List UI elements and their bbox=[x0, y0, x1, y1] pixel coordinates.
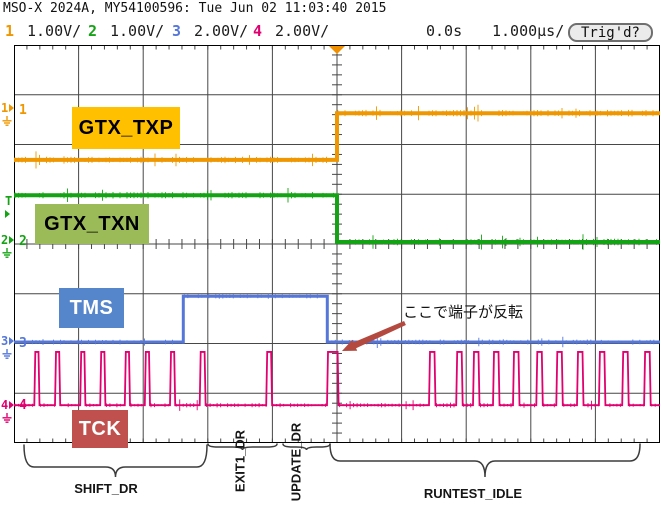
label-box-gtx-txn: GTX_TXN bbox=[35, 204, 149, 244]
ch2-marker-arrow-icon bbox=[9, 236, 15, 244]
label-box-gtx-txp: GTX_TXP bbox=[72, 107, 180, 149]
scope-title: MSO-X 2024A, MY54100596: Tue Jun 02 11:0… bbox=[3, 1, 387, 16]
trigger-level-arrow-icon bbox=[5, 210, 10, 218]
ch1-plot-number: 1 bbox=[19, 103, 27, 118]
ch2-ground-marker: 2 bbox=[1, 233, 16, 261]
channel-1-scale[interactable]: 1.00V/ bbox=[27, 22, 82, 40]
ch4-marker-arrow-icon bbox=[9, 401, 15, 409]
channel-2-number[interactable]: 2 bbox=[88, 22, 98, 40]
ch2-plot-number: 2 bbox=[19, 234, 27, 249]
timebase-readout: 1.000µs/ bbox=[492, 22, 565, 40]
channel-2-scale[interactable]: 1.00V/ bbox=[110, 22, 165, 40]
trace-tck bbox=[14, 351, 660, 407]
annotation-text: ここで端子が反転 bbox=[403, 304, 524, 321]
trace-noise bbox=[14, 399, 660, 411]
ground-icon bbox=[2, 248, 12, 258]
annotation-arrow-icon bbox=[342, 321, 406, 351]
trigger-position-marker bbox=[329, 46, 345, 54]
delay-readout: 0.0s bbox=[426, 22, 463, 40]
trace-noise bbox=[14, 188, 657, 250]
channel-4-number[interactable]: 4 bbox=[253, 22, 263, 40]
state-label-runtest-idle: RUNTEST_IDLE bbox=[423, 486, 523, 501]
ground-icon bbox=[2, 116, 12, 126]
ch3-ground-marker: 3 bbox=[1, 334, 16, 362]
ch1-marker-arrow-icon bbox=[9, 104, 15, 112]
channel-3-scale[interactable]: 2.00V/ bbox=[194, 22, 249, 40]
trigger-level-marker: T bbox=[5, 195, 12, 218]
ground-icon bbox=[2, 413, 12, 423]
ground-icon bbox=[2, 349, 12, 359]
state-label-exit1-dr: EXIT1_DR bbox=[232, 429, 248, 493]
brace-shift-dr bbox=[23, 444, 208, 478]
trace-noise bbox=[14, 104, 657, 169]
ch4-ground-marker: 4 bbox=[1, 398, 16, 426]
trigger-status-button[interactable]: Trig'd? bbox=[568, 23, 653, 42]
ch3-plot-number: 3 bbox=[19, 336, 27, 351]
waveform-plot bbox=[14, 45, 660, 443]
state-label-shift-dr: SHIFT_DR bbox=[74, 481, 138, 496]
state-label-update-dr: UPDATE_DR bbox=[288, 422, 304, 502]
ch3-marker-arrow-icon bbox=[9, 337, 15, 345]
brace-runtest-idle bbox=[329, 443, 641, 478]
label-box-tck: TCK bbox=[72, 410, 128, 448]
channel-1-number[interactable]: 1 bbox=[5, 22, 15, 40]
label-box-tms: TMS bbox=[59, 288, 124, 328]
channel-3-number[interactable]: 3 bbox=[172, 22, 182, 40]
channel-4-scale[interactable]: 2.00V/ bbox=[275, 22, 330, 40]
timing-braces bbox=[23, 443, 641, 478]
ch4-plot-number: 4 bbox=[19, 398, 27, 413]
trace-noise bbox=[14, 293, 658, 348]
ch1-ground-marker: 1 bbox=[1, 101, 16, 129]
brace-exit1-dr bbox=[207, 443, 278, 451]
brace-update-dr bbox=[282, 443, 331, 451]
